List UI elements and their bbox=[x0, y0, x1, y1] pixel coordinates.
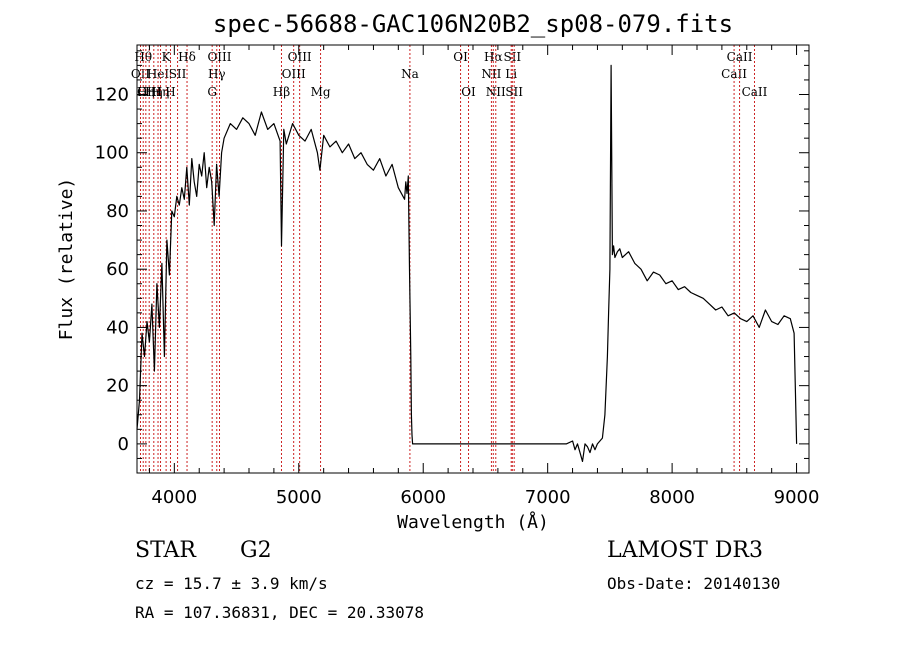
x-tick-label: 4000 bbox=[151, 487, 197, 508]
y-tick-label: 80 bbox=[106, 201, 129, 222]
line-marker-label: NII bbox=[486, 85, 506, 99]
object-subclass: G2 bbox=[240, 538, 272, 563]
line-marker-label: NII bbox=[481, 67, 501, 81]
line-marker-label: OIII bbox=[282, 67, 306, 81]
spectrum-series-line bbox=[136, 64, 798, 462]
line-marker-label: Li bbox=[505, 67, 517, 81]
y-tick-label: 100 bbox=[95, 143, 129, 164]
line-marker-label: Hη bbox=[152, 85, 170, 99]
y-tick-label: 60 bbox=[106, 259, 129, 280]
line-marker-label: Hη bbox=[145, 85, 163, 99]
line-marker-label: Hθ bbox=[134, 50, 152, 64]
x-tick-label: 5000 bbox=[276, 487, 322, 508]
line-marker-label: SII bbox=[505, 85, 523, 99]
line-marker-label: H bbox=[165, 85, 175, 99]
series-layer bbox=[136, 64, 798, 462]
line-marker-label: Hα bbox=[484, 50, 503, 64]
line-marker-label: OI bbox=[453, 50, 468, 64]
line-marker-label: Hγ bbox=[208, 67, 226, 81]
line-marker-label: OI bbox=[461, 85, 476, 99]
line-marker-label: Na bbox=[401, 67, 419, 81]
line-marker-label: Hβ bbox=[273, 85, 290, 99]
line-marker-label: Mg bbox=[311, 85, 331, 99]
object-class: STAR bbox=[135, 538, 196, 563]
line-marker-label: SII bbox=[169, 67, 187, 81]
redshift-readout: cz = 15.7 ± 3.9 km/s bbox=[135, 574, 328, 593]
line-marker-label: HeI bbox=[147, 67, 170, 81]
y-tick-label: 20 bbox=[106, 376, 129, 397]
coordinates-readout: RA = 107.36831, DEC = 20.33078 bbox=[135, 603, 424, 622]
line-marker-label: SII bbox=[503, 50, 521, 64]
x-tick-label: 7000 bbox=[525, 487, 571, 508]
y-tick-label: 40 bbox=[106, 317, 129, 338]
line-marker-label: K bbox=[162, 50, 172, 64]
line-marker-label: OIII bbox=[288, 50, 312, 64]
observation-date: Obs-Date: 20140130 bbox=[607, 574, 781, 593]
axis-ticks: 4000 5000 6000 7000 8000 9000 0 20 40 60 80 100 120 bbox=[95, 45, 820, 508]
x-tick-label: 9000 bbox=[774, 487, 820, 508]
line-marker-label: OIII bbox=[137, 85, 161, 99]
line-marker-label: CaII bbox=[727, 50, 753, 64]
plot-frame bbox=[136, 44, 810, 474]
x-tick-label: 6000 bbox=[400, 487, 446, 508]
y-tick-label: 0 bbox=[118, 434, 129, 455]
line-marker-label: Hη bbox=[137, 85, 155, 99]
survey-name: LAMOST DR3 bbox=[607, 538, 763, 563]
x-axis-label: Wavelength (Å) bbox=[397, 511, 549, 533]
line-marker-label: Hδ bbox=[178, 50, 196, 64]
line-markers: OIIHθHηOIIIHηHeIHηKHSIIHδGHγOIIIHβOIIIOI… bbox=[131, 45, 768, 473]
chart-title: spec-56688-GAC106N20B2_sp08-079.fits bbox=[213, 10, 733, 38]
line-marker-label: OIII bbox=[207, 50, 231, 64]
y-tick-label: 120 bbox=[95, 84, 129, 105]
y-axis-label: Flux (relative) bbox=[56, 178, 77, 341]
line-marker-label: CaII bbox=[742, 85, 768, 99]
line-marker-label: CaII bbox=[721, 67, 747, 81]
x-tick-label: 8000 bbox=[649, 487, 695, 508]
line-marker-label: G bbox=[207, 85, 217, 99]
